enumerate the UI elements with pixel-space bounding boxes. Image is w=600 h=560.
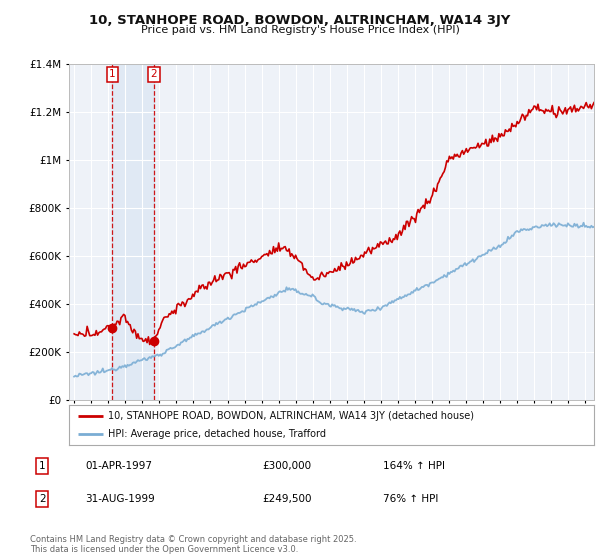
Text: 31-AUG-1999: 31-AUG-1999: [85, 494, 155, 504]
Text: 2: 2: [151, 69, 157, 80]
Text: £249,500: £249,500: [262, 494, 311, 504]
Text: 76% ↑ HPI: 76% ↑ HPI: [383, 494, 439, 504]
Text: 164% ↑ HPI: 164% ↑ HPI: [383, 461, 445, 471]
Text: HPI: Average price, detached house, Trafford: HPI: Average price, detached house, Traf…: [109, 430, 326, 439]
Text: 1: 1: [39, 461, 46, 471]
Text: 1: 1: [109, 69, 116, 80]
Text: Contains HM Land Registry data © Crown copyright and database right 2025.
This d: Contains HM Land Registry data © Crown c…: [30, 535, 356, 554]
Text: 2: 2: [39, 494, 46, 504]
Text: 10, STANHOPE ROAD, BOWDON, ALTRINCHAM, WA14 3JY (detached house): 10, STANHOPE ROAD, BOWDON, ALTRINCHAM, W…: [109, 411, 475, 421]
Text: 10, STANHOPE ROAD, BOWDON, ALTRINCHAM, WA14 3JY: 10, STANHOPE ROAD, BOWDON, ALTRINCHAM, W…: [89, 14, 511, 27]
Text: Price paid vs. HM Land Registry's House Price Index (HPI): Price paid vs. HM Land Registry's House …: [140, 25, 460, 35]
Text: £300,000: £300,000: [262, 461, 311, 471]
Text: 01-APR-1997: 01-APR-1997: [85, 461, 152, 471]
Bar: [112, 64, 154, 400]
